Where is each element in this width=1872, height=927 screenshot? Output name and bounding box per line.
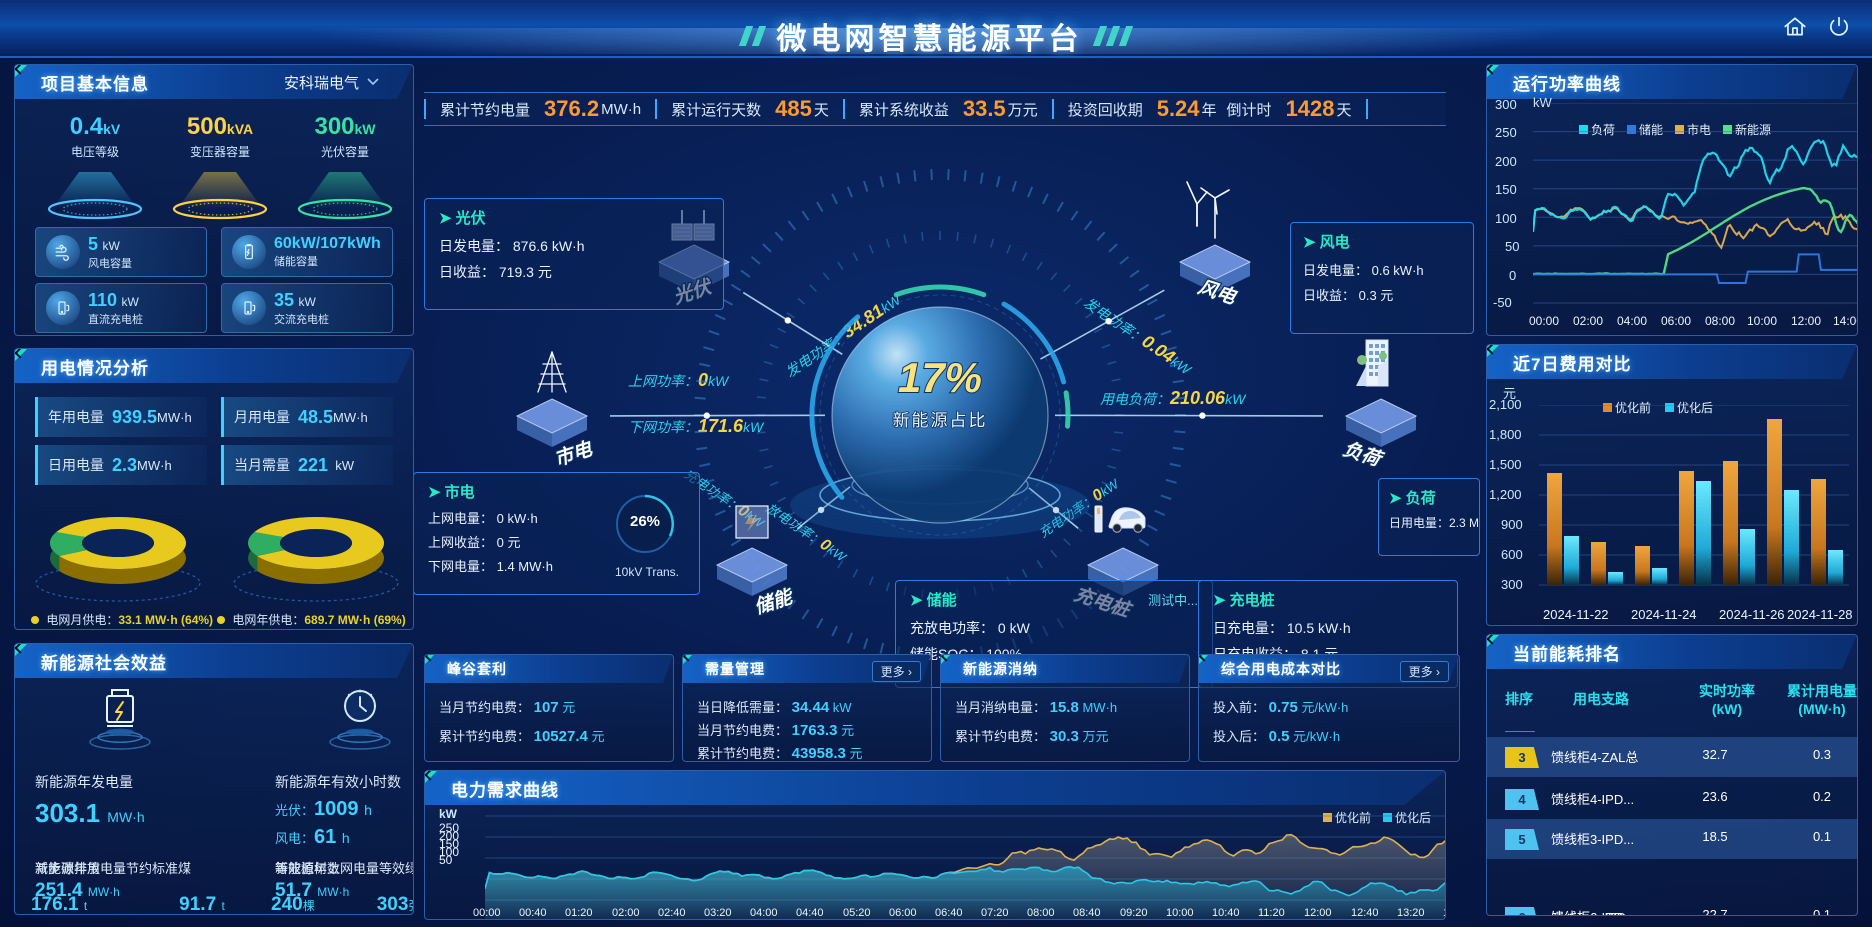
svg-text:17%: 17% <box>898 354 982 401</box>
svg-text:新能源占比: 新能源占比 <box>893 411 988 430</box>
